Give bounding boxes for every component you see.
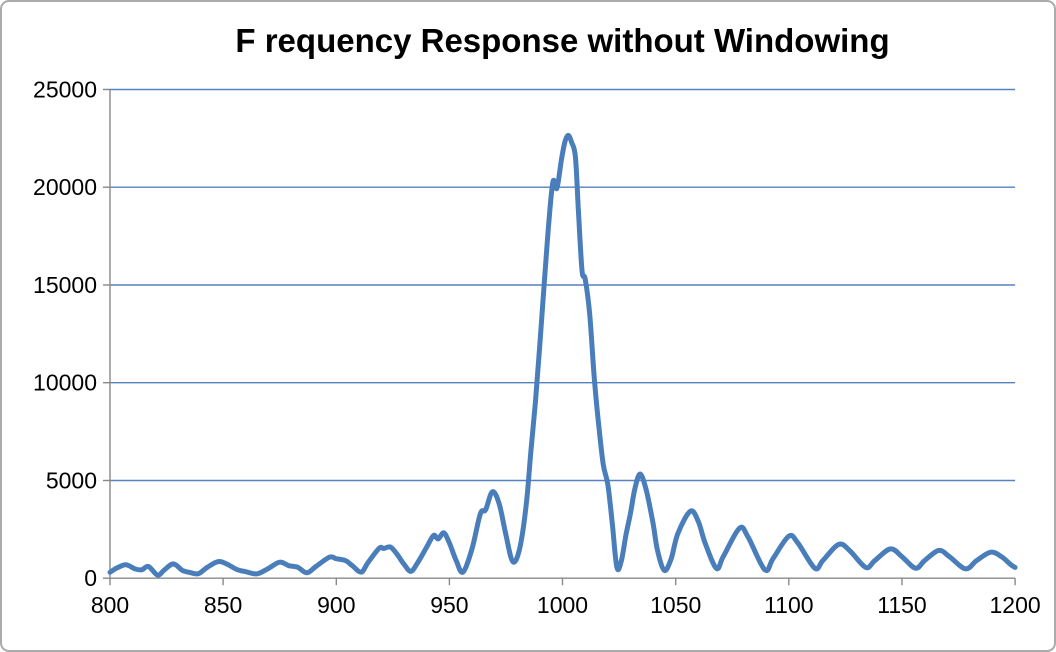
- x-axis-tick-label: 850: [204, 592, 242, 618]
- y-axis-tick-label: 20000: [33, 174, 97, 200]
- x-axis-tick-label: 800: [91, 592, 129, 618]
- y-axis-tick-label: 15000: [33, 272, 97, 298]
- y-axis-tick-label: 5000: [46, 468, 97, 494]
- chart-title: F requency Response without Windowing: [235, 22, 890, 59]
- x-axis-tick-label: 1100: [764, 592, 813, 618]
- series-line: [107, 132, 1018, 578]
- y-axis-tick-label: 0: [84, 565, 97, 591]
- x-axis-tick-label: 1000: [537, 592, 588, 618]
- x-axis-tick-label: 1050: [650, 592, 701, 618]
- x-axis-tick-label: 900: [317, 592, 355, 618]
- y-axis-tick-label: 25000: [33, 77, 97, 103]
- y-axis-tick-label: 10000: [33, 370, 97, 396]
- x-axis-tick-label: 1200: [990, 592, 1041, 618]
- x-axis-tick-label: 950: [430, 592, 468, 618]
- x-axis-tick-label: 1150: [877, 592, 926, 618]
